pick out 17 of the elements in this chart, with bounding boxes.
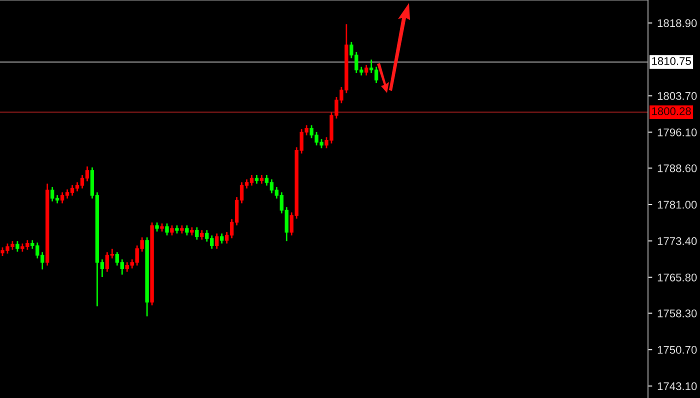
y-tick-label: 1781.00 bbox=[658, 200, 697, 209]
ref-line-label: 1810.75 bbox=[652, 57, 691, 66]
y-tick-label: 1765.80 bbox=[658, 274, 697, 282]
y-tick-label: 1758.30 bbox=[658, 309, 697, 318]
candlestick bbox=[364, 64, 368, 76]
candlestick bbox=[16, 241, 20, 252]
candlestick bbox=[214, 234, 219, 249]
ref-line-label: 1800.28 bbox=[652, 107, 691, 116]
y-tick-label: 1773.40 bbox=[658, 237, 697, 246]
y-tick-label: 1796.10 bbox=[658, 128, 697, 136]
y-tick-label: 1788.60 bbox=[658, 164, 697, 172]
candlestick bbox=[195, 227, 199, 240]
y-tick-label: 1803.70 bbox=[658, 92, 697, 100]
y-tick-label: 1743.10 bbox=[658, 382, 697, 390]
y-tick-label: 1818.90 bbox=[658, 19, 697, 28]
y-tick-label: 1750.70 bbox=[658, 346, 697, 354]
candlestick bbox=[165, 223, 169, 236]
